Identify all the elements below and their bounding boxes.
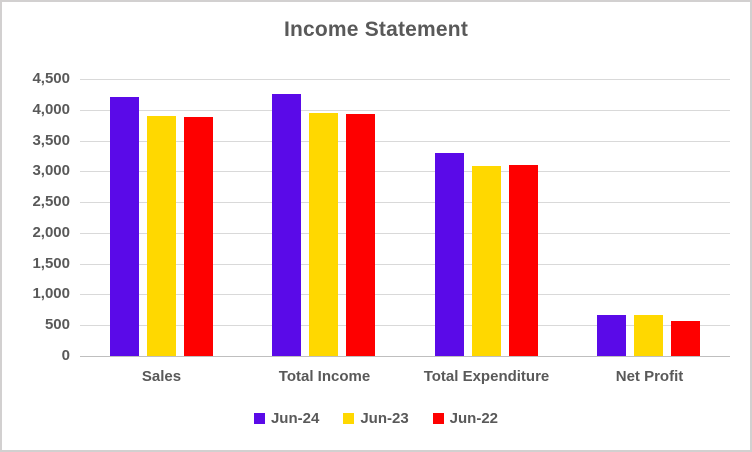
gridline: [80, 264, 730, 265]
y-axis-tick-label: 2,000: [32, 224, 70, 241]
bar-jun-23-total-income: [309, 113, 338, 356]
bar-jun-23-net-profit: [634, 315, 663, 356]
y-axis-tick-label: 1,500: [32, 255, 70, 272]
legend-label: Jun-22: [449, 410, 499, 427]
y-axis-tick-label: 0: [61, 347, 70, 364]
category-label: Sales: [141, 368, 182, 385]
bar-jun-22-sales: [184, 117, 213, 356]
y-axis-tick-label: 3,000: [32, 162, 70, 179]
y-axis-tick-label: 4,000: [32, 101, 70, 118]
chart-title: Income Statement: [283, 18, 469, 41]
gridline: [80, 325, 730, 326]
gridline: [80, 294, 730, 295]
legend: Jun-24 Jun-23 Jun-22: [2, 410, 750, 427]
gridline: [80, 233, 730, 234]
legend-swatch-icon: [253, 413, 265, 424]
category-label: Net Profit: [615, 368, 684, 385]
category-label: Total Income: [278, 368, 371, 385]
bar-jun-24-total-income: [272, 94, 301, 356]
legend-item-jun-24: Jun-24: [253, 410, 320, 427]
bar-jun-24-net-profit: [597, 315, 626, 356]
bar-jun-22-net-profit: [671, 321, 700, 356]
gridline: [80, 110, 730, 111]
category-label: Total Expenditure: [423, 368, 550, 385]
y-axis-tick-label: 4,500: [32, 70, 70, 87]
legend-label: Jun-24: [270, 410, 320, 427]
gridline: [80, 141, 730, 142]
gridline: [80, 171, 730, 172]
x-axis-line: [80, 356, 730, 357]
y-axis-tick-label: 2,500: [32, 193, 70, 210]
legend-item-jun-23: Jun-23: [343, 410, 409, 427]
legend-label: Jun-23: [360, 410, 409, 427]
bar-jun-23-total-expenditure: [472, 166, 501, 356]
bar-jun-24-sales: [110, 97, 139, 356]
gridline: [80, 79, 730, 80]
legend-swatch-icon: [343, 413, 355, 424]
legend-swatch-icon: [432, 413, 444, 424]
legend-item-jun-22: Jun-22: [432, 410, 499, 427]
gridline: [80, 202, 730, 203]
bar-jun-24-total-expenditure: [435, 153, 464, 356]
bar-jun-22-total-expenditure: [509, 165, 538, 356]
y-axis-tick-label: 1,000: [32, 285, 70, 302]
bar-jun-23-sales: [147, 116, 176, 356]
y-axis-tick-label: 3,500: [32, 132, 70, 149]
bar-jun-22-total-income: [346, 114, 375, 356]
y-axis-tick-label: 500: [44, 316, 70, 333]
